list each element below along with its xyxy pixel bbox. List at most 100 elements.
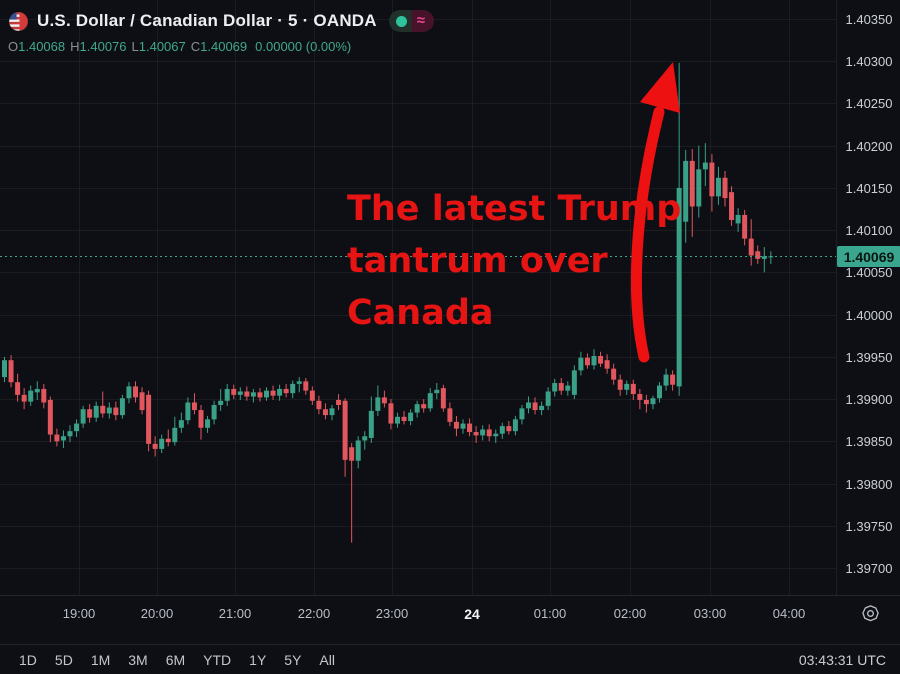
candle-body xyxy=(139,392,145,411)
candle-body xyxy=(296,381,302,384)
range-5d-button[interactable]: 5D xyxy=(46,649,82,671)
price-tick-label: 1.39800 xyxy=(845,477,893,492)
candle-body xyxy=(637,394,643,400)
candle-body xyxy=(106,407,112,414)
candle-body xyxy=(133,386,138,398)
high-value: 1.40076 xyxy=(79,39,127,54)
candle-body xyxy=(643,399,649,405)
candle-body xyxy=(453,421,459,429)
candle-body xyxy=(231,388,237,395)
candle-body xyxy=(630,383,636,395)
candle-body xyxy=(218,400,224,405)
range-6m-button[interactable]: 6M xyxy=(157,649,194,671)
candlestick-chart[interactable] xyxy=(0,0,836,595)
annotation-line: The latest Trump xyxy=(347,189,682,229)
candle-body xyxy=(388,403,394,424)
time-axis[interactable]: 19:00 20:00 21:00 22:00 23:00 24 01:00 02:00 03:… xyxy=(0,595,900,645)
candle-body xyxy=(250,392,256,397)
close-label: C xyxy=(190,39,201,54)
candle-body xyxy=(257,392,263,398)
candle-body xyxy=(349,447,355,461)
candle-body xyxy=(126,386,132,399)
candle-body xyxy=(185,402,191,421)
candle-body xyxy=(663,374,669,386)
candle-body xyxy=(146,394,152,444)
range-1d-button[interactable]: 1D xyxy=(10,649,46,671)
high-label: H xyxy=(70,39,80,54)
candle-body xyxy=(617,379,623,390)
candle-body xyxy=(368,410,374,438)
candle-body xyxy=(67,431,73,437)
candle-body xyxy=(290,383,296,394)
candle-body xyxy=(683,160,689,222)
range-ytd-button[interactable]: YTD xyxy=(194,649,240,671)
candle-body xyxy=(611,368,617,380)
low-value: 1.40067 xyxy=(138,39,186,54)
candle-body xyxy=(303,381,309,391)
time-tick-label: 01:00 xyxy=(533,606,567,621)
annotation-arrow[interactable] xyxy=(630,62,680,363)
candles xyxy=(2,62,774,543)
range-toolbar: 1D 5D 1M 3M 6M YTD 1Y 5Y All 03:43:31 UT… xyxy=(0,644,900,674)
candle-body xyxy=(329,408,335,416)
range-1m-button[interactable]: 1M xyxy=(82,649,119,671)
candle-body xyxy=(309,390,315,401)
time-tick-label: 24 xyxy=(464,606,480,622)
candle-body xyxy=(552,383,558,392)
range-all-button[interactable]: All xyxy=(310,649,344,671)
market-status-toggle[interactable]: ≈ xyxy=(388,10,434,32)
price-tick-label: 1.40300 xyxy=(845,54,893,69)
range-1y-button[interactable]: 1Y xyxy=(240,649,275,671)
candle-body xyxy=(336,399,342,405)
candle-body xyxy=(74,423,80,432)
range-5y-button[interactable]: 5Y xyxy=(275,649,310,671)
time-tick-label: 04:00 xyxy=(772,606,806,621)
candle-body xyxy=(584,357,590,366)
candle-body xyxy=(761,256,767,259)
candle-body xyxy=(709,162,715,197)
candle-body xyxy=(506,426,512,432)
candle-body xyxy=(748,238,754,256)
price-tick-label: 1.39950 xyxy=(845,350,893,365)
candle-body xyxy=(87,409,93,418)
candle-body xyxy=(604,360,610,369)
change-value: 0.00000 (0.00%) xyxy=(255,39,352,54)
time-tick-label: 20:00 xyxy=(140,606,174,621)
candle-body xyxy=(322,409,328,416)
candle-body xyxy=(113,407,119,416)
candle-body xyxy=(598,356,604,364)
candle-body xyxy=(237,391,243,395)
price-tick-label: 1.39850 xyxy=(845,434,893,449)
time-tick-label: 21:00 xyxy=(218,606,252,621)
candle-body xyxy=(473,432,479,436)
ohlc-row: O1.40068 H1.40076 L1.40067 C1.40069 0.00… xyxy=(8,39,434,54)
grid xyxy=(0,0,836,595)
time-tick-label: 23:00 xyxy=(375,606,409,621)
price-tick-label: 1.40350 xyxy=(845,12,893,27)
candle-body xyxy=(735,214,741,224)
time-tick-label: 03:00 xyxy=(693,606,727,621)
candle-body xyxy=(342,400,348,460)
candle-body xyxy=(264,390,269,398)
candle-body xyxy=(119,398,125,416)
candle-body xyxy=(47,399,53,435)
price-tick-label: 1.40200 xyxy=(845,139,893,154)
candle-body xyxy=(316,400,322,410)
gear-icon[interactable] xyxy=(861,604,880,623)
annotation-text[interactable]: The latest Trump tantrum over Canada xyxy=(347,183,681,339)
time-tick-label: 02:00 xyxy=(613,606,647,621)
candle-body xyxy=(211,404,217,420)
candle-body xyxy=(447,408,453,422)
candle-body xyxy=(375,397,381,411)
candle-body xyxy=(408,412,414,422)
utc-clock[interactable]: 03:43:31 UTC xyxy=(798,651,886,668)
candle-body xyxy=(689,160,695,207)
symbol-title[interactable]: U.S. Dollar / Canadian Dollar · 5 · OAND… xyxy=(37,11,377,30)
candle-body xyxy=(440,388,446,409)
candle-body xyxy=(34,388,40,393)
price-axis[interactable]: 1.40069 1.40350 1.40300 1.40250 1.40200 1.40… xyxy=(836,0,900,595)
range-3m-button[interactable]: 3M xyxy=(119,649,156,671)
candle-body xyxy=(283,388,289,394)
candle-body xyxy=(742,214,748,239)
wave-icon: ≈ xyxy=(416,11,425,29)
